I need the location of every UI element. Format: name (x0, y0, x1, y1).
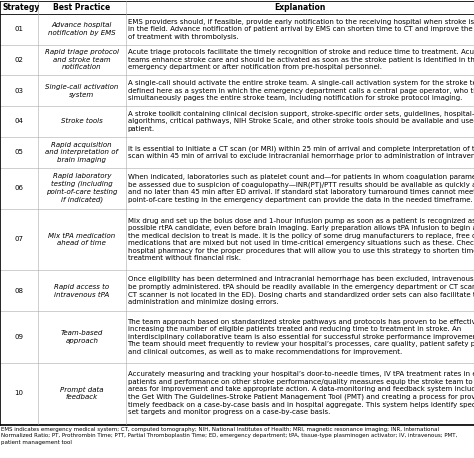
Text: 08: 08 (15, 288, 23, 294)
Bar (0, 311, 474, 363)
Text: When indicated, laboratories such as platelet count and—for patients in whom coa: When indicated, laboratories such as pla… (128, 174, 474, 202)
Text: Stroke tools: Stroke tools (61, 119, 103, 125)
Text: Rapid access to
intravenous tPA: Rapid access to intravenous tPA (54, 284, 109, 298)
Bar (0, 14, 474, 44)
Bar (0, 137, 474, 168)
Text: 10: 10 (15, 390, 23, 396)
Bar (0, 270, 474, 311)
Text: Rapid triage protocol
and stroke team
notification: Rapid triage protocol and stroke team no… (45, 49, 119, 71)
Text: 02: 02 (15, 57, 23, 63)
Bar (0, 363, 474, 424)
Text: Best Practice: Best Practice (53, 3, 110, 12)
Text: Acute triage protocols facilitate the timely recognition of stroke and reduce ti: Acute triage protocols facilitate the ti… (128, 49, 474, 71)
Text: 09: 09 (15, 334, 23, 340)
Text: Prompt data
feedback: Prompt data feedback (60, 387, 103, 400)
Bar (0, 209, 474, 270)
Bar (0, 44, 474, 75)
Text: Explanation: Explanation (274, 3, 326, 12)
Bar (0, 168, 474, 209)
Text: A stroke toolkit containing clinical decision support, stroke-specific order set: A stroke toolkit containing clinical dec… (128, 111, 474, 132)
Bar (0, 1, 474, 14)
Text: It is essential to initiate a CT scan (or MRI) within 25 min of arrival and comp: It is essential to initiate a CT scan (o… (128, 145, 474, 159)
Text: 04: 04 (15, 119, 23, 125)
Text: Rapid acquisition
and interpretation of
brain imaging: Rapid acquisition and interpretation of … (45, 142, 118, 163)
Text: 05: 05 (15, 149, 23, 155)
Text: Mix drug and set up the bolus dose and 1-hour infusion pump as soon as a patient: Mix drug and set up the bolus dose and 1… (128, 218, 474, 261)
Text: Strategy: Strategy (2, 3, 40, 12)
Text: The team approach based on standardized stroke pathways and protocols has proven: The team approach based on standardized … (128, 319, 474, 355)
Bar (0, 106, 474, 137)
Text: 01: 01 (15, 26, 23, 32)
Text: 06: 06 (15, 185, 23, 191)
Text: Rapid laboratory
testing (including
point-of-care testing
if indicated): Rapid laboratory testing (including poin… (46, 173, 118, 203)
Text: Single-call activation
system: Single-call activation system (45, 84, 118, 98)
Text: Team-based
approach: Team-based approach (61, 330, 103, 344)
Text: Accurately measuring and tracking your hospital’s door-to-needle times, IV tPA t: Accurately measuring and tracking your h… (128, 371, 474, 415)
Text: EMS indicates emergency medical system; CT, computed tomography; NIH, National I: EMS indicates emergency medical system; … (1, 427, 457, 445)
Text: Once eligibility has been determined and intracranial hemorrhage has been exclud: Once eligibility has been determined and… (128, 276, 474, 305)
Text: 03: 03 (15, 87, 23, 94)
Text: EMS providers should, if feasible, provide early notification to the receiving h: EMS providers should, if feasible, provi… (128, 19, 474, 40)
Text: Mix tPA medication
ahead of time: Mix tPA medication ahead of time (48, 233, 115, 246)
Bar (0, 75, 474, 106)
Text: A single-call should activate the entire stroke team. A single-call activation s: A single-call should activate the entire… (128, 80, 474, 101)
Text: Advance hospital
notification by EMS: Advance hospital notification by EMS (48, 22, 116, 36)
Text: 07: 07 (15, 236, 23, 242)
